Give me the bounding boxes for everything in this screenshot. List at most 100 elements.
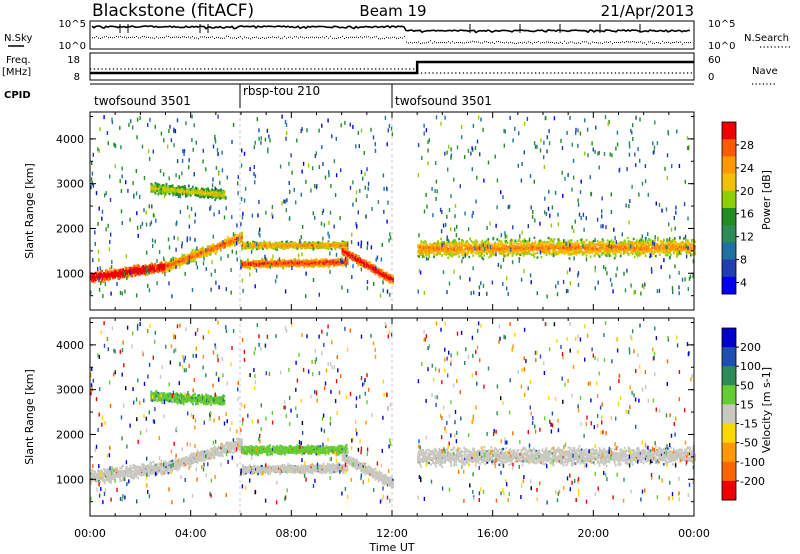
echo-cell	[219, 247, 222, 251]
echo-cell	[159, 262, 162, 265]
echo-cell	[242, 241, 244, 244]
echo-cell	[430, 247, 432, 251]
echo-cell	[262, 247, 264, 250]
echo-cell	[495, 245, 498, 249]
echo-cell	[177, 190, 180, 193]
echo-cell	[311, 261, 314, 265]
echo-cell	[504, 249, 507, 252]
nsearch-point	[666, 41, 667, 43]
echo-cell	[176, 260, 179, 264]
echo-cell	[225, 241, 228, 244]
echo-cell	[195, 190, 197, 193]
echo-cell	[108, 270, 110, 273]
echo-cell	[306, 242, 309, 245]
nsearch-point	[362, 37, 363, 39]
echo-cell	[275, 248, 277, 251]
echo-cell	[320, 258, 323, 261]
echo-cell	[183, 191, 186, 194]
echo-cell	[196, 254, 199, 258]
nsearch-point	[612, 43, 613, 45]
echo-cell	[296, 243, 299, 246]
echo-cell	[442, 248, 444, 251]
echo-cell	[435, 247, 437, 250]
echo-cell	[518, 252, 521, 256]
echo-cell	[338, 259, 341, 262]
echo-cell	[271, 264, 273, 268]
echo-cell	[302, 259, 305, 263]
nsearch-point	[220, 37, 221, 39]
echo-cell	[262, 263, 264, 266]
nsearch-point	[558, 42, 559, 44]
echo-cell	[194, 248, 197, 252]
echo-cell	[438, 250, 440, 253]
echo-cell	[347, 252, 350, 255]
echo-cell	[305, 244, 308, 248]
echo-cell	[191, 257, 194, 260]
echo-cell	[165, 266, 168, 270]
echo-cell	[339, 262, 342, 265]
echo-cell	[420, 248, 422, 251]
echo-cell	[171, 188, 174, 191]
echo-cell	[337, 246, 340, 249]
echo-cell	[458, 237, 461, 241]
echo-cell	[432, 243, 434, 246]
echo-cell	[257, 243, 259, 246]
nsearch-point	[258, 37, 259, 39]
echo-cell	[105, 277, 107, 280]
nsearch-point	[608, 42, 609, 43]
echo-cell	[216, 247, 219, 250]
echo-cell	[195, 194, 197, 197]
echo-cell	[495, 243, 498, 247]
echo-cell	[517, 239, 520, 243]
echo-cell	[483, 242, 486, 245]
echo-cell	[252, 261, 254, 265]
echo-cell	[109, 273, 111, 277]
cpid-segment-label: twofsound 3501	[395, 94, 492, 108]
echo-cell	[283, 243, 286, 247]
echo-cell	[369, 261, 372, 264]
echo-cell	[263, 246, 265, 249]
echo-cell	[497, 246, 500, 249]
echo-cell	[485, 239, 488, 243]
echo-cell	[442, 242, 444, 245]
echo-cell	[208, 189, 210, 192]
echo-cell	[176, 263, 179, 266]
echo-cell	[181, 254, 184, 258]
echo-cell	[158, 266, 161, 270]
nsearch-label: N.Search	[744, 33, 789, 44]
echo-cell	[92, 278, 94, 282]
nsearch-point	[530, 42, 531, 44]
echo-cell	[261, 245, 263, 249]
echo-cell	[208, 193, 210, 196]
nsearch-point	[218, 36, 219, 38]
echo-cell	[427, 249, 429, 252]
nsearch-point	[588, 42, 589, 44]
echo-cell	[140, 271, 143, 275]
echo-cell	[138, 266, 141, 270]
echo-cell	[453, 253, 456, 257]
echo-cell	[173, 189, 176, 192]
echo-cell	[439, 242, 441, 245]
echo-cell	[240, 233, 242, 236]
echo-cell	[493, 243, 496, 247]
echo-cell	[157, 269, 160, 273]
echo-cell	[295, 261, 298, 264]
echo-cell	[446, 249, 449, 252]
nsearch-point	[328, 37, 329, 39]
echo-cell	[151, 185, 154, 188]
echo-cell	[141, 271, 144, 274]
nsearch-point	[240, 36, 241, 38]
nsearch-point	[324, 37, 325, 39]
echo-cell	[236, 237, 238, 240]
echo-cell	[289, 263, 292, 267]
echo-cell	[198, 189, 200, 193]
echo-cell	[194, 190, 196, 194]
echo-cell	[516, 246, 519, 249]
echo-cell	[207, 246, 210, 249]
echo-cell	[142, 265, 145, 268]
echo-cell	[364, 265, 367, 268]
echo-cell	[169, 189, 172, 193]
echo-cell	[453, 249, 456, 252]
echo-cell	[103, 272, 105, 275]
echo-cell	[441, 254, 443, 257]
